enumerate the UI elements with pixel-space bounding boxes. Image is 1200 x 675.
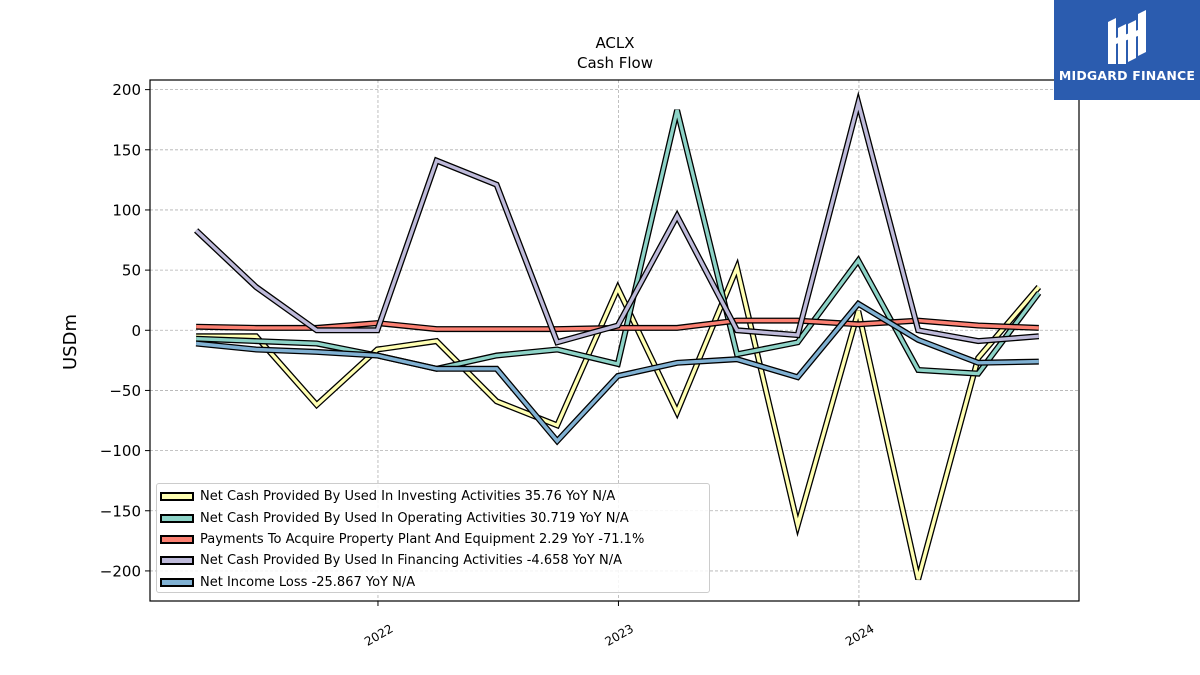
- x-tick-label: 2022: [362, 621, 395, 648]
- legend-label: Net Cash Provided By Used In Financing A…: [200, 553, 623, 569]
- x-tick-label: 2024: [843, 621, 876, 648]
- x-tick-label: 2023: [602, 621, 635, 648]
- legend-label: Net Cash Provided By Used In Investing A…: [200, 489, 616, 505]
- y-tick-label: 50: [122, 262, 141, 280]
- x-axis-ticks: 2022 2023 2024: [362, 601, 876, 649]
- legend: Net Cash Provided By Used In Investing A…: [156, 483, 710, 593]
- legend-swatch: [160, 534, 194, 544]
- legend-item: Net Cash Provided By Used In Financing A…: [157, 550, 709, 571]
- legend-item: Net Cash Provided By Used In Operating A…: [157, 507, 709, 528]
- y-axis-ticks: 200 150 100 50 0 −50 −100 −150 −200: [100, 81, 150, 580]
- legend-label: Payments To Acquire Property Plant And E…: [200, 531, 645, 547]
- y-tick-label: 200: [112, 81, 141, 99]
- y-tick-label: 0: [131, 322, 141, 340]
- legend-item: Net Income Loss -25.867 YoY N/A: [157, 572, 709, 593]
- series-line: [195, 299, 1039, 446]
- legend-swatch: [160, 556, 194, 566]
- y-tick-label: −100: [100, 442, 141, 460]
- y-axis-label: USDm: [60, 314, 81, 370]
- series-line-stroke: [196, 262, 1041, 580]
- series-line: [196, 257, 1042, 581]
- midgard-logo-icon: [1108, 10, 1146, 64]
- legend-label: Net Cash Provided By Used In Operating A…: [200, 510, 629, 526]
- y-tick-label: 150: [112, 141, 141, 159]
- legend-swatch: [160, 577, 194, 587]
- chart-title: ACLX: [595, 34, 634, 52]
- brand-logo: MIDGARD FINANCE: [1054, 0, 1200, 100]
- legend-label: Net Income Loss -25.867 YoY N/A: [200, 574, 416, 590]
- legend-item: Payments To Acquire Property Plant And E…: [157, 529, 709, 550]
- series-line-stroke: [195, 301, 1039, 444]
- plot-frame: [149, 79, 1080, 602]
- series-line: [194, 91, 1040, 346]
- legend-swatch: [160, 513, 194, 523]
- logo-text: MIDGARD FINANCE: [1058, 68, 1196, 83]
- legend-item: Net Cash Provided By Used In Investing A…: [157, 486, 709, 507]
- series-lines: [194, 91, 1042, 581]
- grid: [150, 80, 1079, 601]
- y-tick-label: −150: [100, 502, 141, 520]
- series-line-stroke: [194, 96, 1039, 345]
- y-tick-label: 100: [112, 201, 141, 219]
- series-line-stroke: [196, 109, 1041, 376]
- series-line: [195, 109, 1042, 377]
- chart-subtitle: Cash Flow: [577, 54, 653, 72]
- y-tick-label: −50: [109, 382, 141, 400]
- y-tick-label: −200: [100, 562, 141, 580]
- legend-swatch: [160, 492, 194, 502]
